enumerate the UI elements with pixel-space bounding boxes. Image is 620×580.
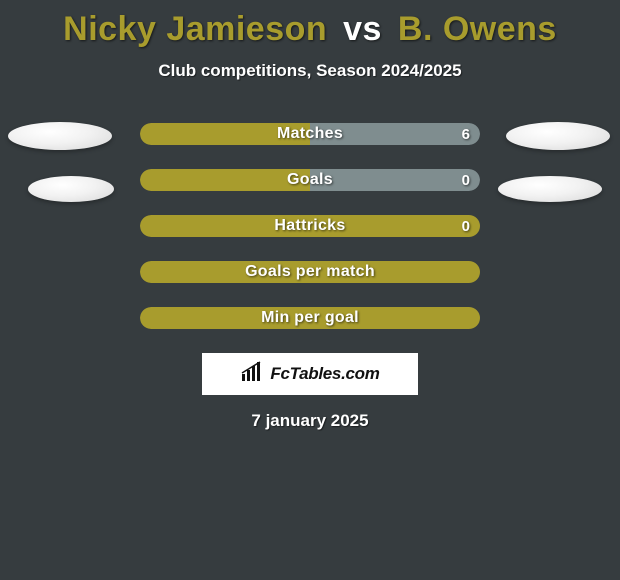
stat-label: Goals <box>140 169 480 191</box>
stats-container: Matches6Goals0Hattricks0Goals per matchM… <box>0 123 620 329</box>
stat-row: Goals0 <box>140 169 480 191</box>
stat-value-right: 0 <box>462 215 470 237</box>
decorative-ellipse <box>8 122 112 150</box>
chart-bars-icon <box>240 360 264 389</box>
source-logo: FcTables.com <box>202 353 418 395</box>
stat-value-right: 6 <box>462 123 470 145</box>
stat-label: Min per goal <box>140 307 480 329</box>
decorative-ellipse <box>506 122 610 150</box>
logo-text: FcTables.com <box>270 364 379 384</box>
vs-text: vs <box>343 10 382 48</box>
stat-row: Hattricks0 <box>140 215 480 237</box>
player2-name: B. Owens <box>398 10 557 48</box>
decorative-ellipse <box>28 176 114 202</box>
stat-value-right: 0 <box>462 169 470 191</box>
date-label: 7 january 2025 <box>0 411 620 431</box>
decorative-ellipse <box>498 176 602 202</box>
stat-label: Matches <box>140 123 480 145</box>
stat-row: Goals per match <box>140 261 480 283</box>
stat-label: Hattricks <box>140 215 480 237</box>
player1-name: Nicky Jamieson <box>63 10 327 48</box>
stat-row: Min per goal <box>140 307 480 329</box>
stat-row: Matches6 <box>140 123 480 145</box>
comparison-title: Nicky Jamieson vs B. Owens <box>0 0 620 49</box>
stat-label: Goals per match <box>140 261 480 283</box>
subtitle: Club competitions, Season 2024/2025 <box>0 61 620 81</box>
